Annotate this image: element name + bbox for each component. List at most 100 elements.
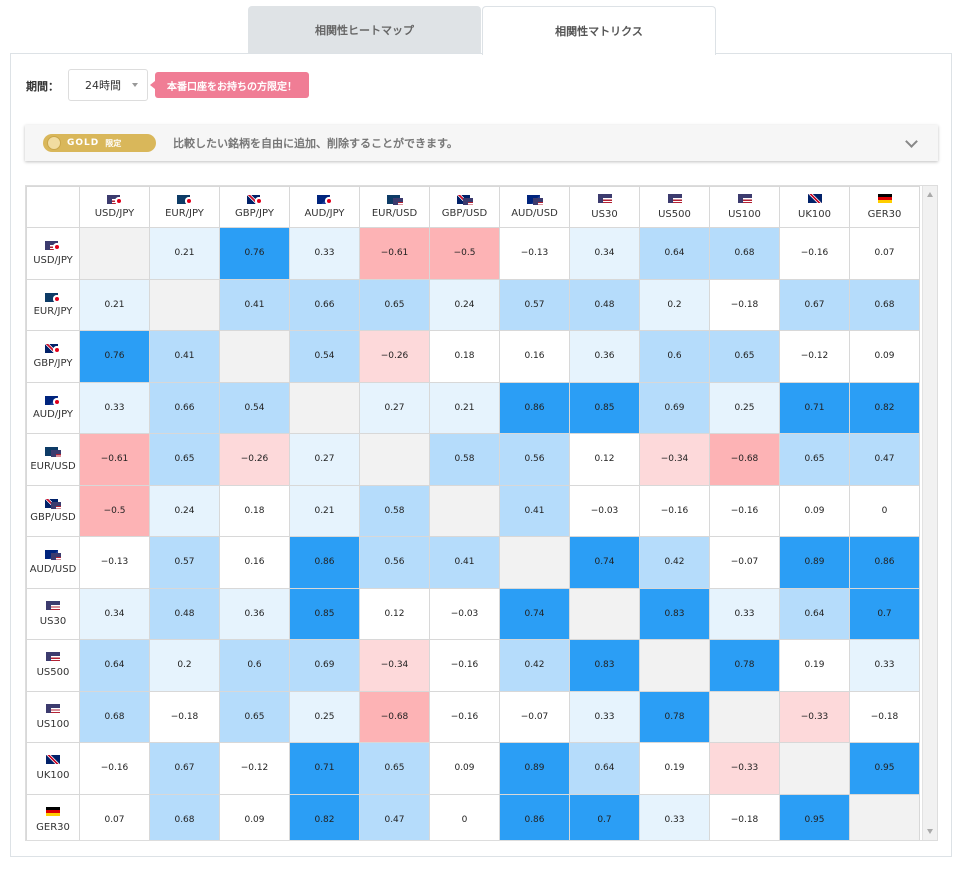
chevron-down-icon[interactable] xyxy=(905,135,918,148)
correlation-cell: 0.65 xyxy=(149,433,220,486)
row-flag-1 xyxy=(45,292,61,303)
correlation-cell: 0.41 xyxy=(499,484,570,537)
row-header: AUD/JPY xyxy=(26,381,80,434)
row-header-label: USD/JPY xyxy=(33,254,73,266)
column-header-label: EUR/USD xyxy=(371,208,418,220)
period-select[interactable]: 24時間 xyxy=(68,69,148,101)
correlation-cell: 0.82 xyxy=(849,381,920,434)
correlation-cell: −0.16 xyxy=(709,484,780,537)
row-header-label: US100 xyxy=(36,718,70,730)
correlation-cell: 0.54 xyxy=(219,381,290,434)
correlation-cell: 0.56 xyxy=(499,433,570,486)
column-header: GBP/JPY xyxy=(219,186,290,228)
column-flag-10 xyxy=(807,194,822,206)
correlation-cell: 0.78 xyxy=(709,639,780,692)
scroll-down-icon[interactable] xyxy=(927,829,933,834)
table-row: EUR/USD −0.61 0.65 −0.26 0.27 0.58 0.56 0.12 −0.… xyxy=(26,433,920,486)
correlation-cell: 0.71 xyxy=(779,381,850,434)
gold-feature-bar[interactable]: GOLD 限定 比較したい銘柄を自由に追加、削除することができます。 xyxy=(25,125,938,161)
correlation-cell: 0.42 xyxy=(499,639,570,692)
diagonal-cell xyxy=(569,587,640,640)
correlation-cell: 0.33 xyxy=(639,793,710,840)
correlation-cell: 0.24 xyxy=(429,278,500,331)
correlation-cell: −0.12 xyxy=(219,742,290,795)
correlation-cell: 0.66 xyxy=(289,278,360,331)
tab-heatmap[interactable]: 相関性ヒートマップ xyxy=(248,6,481,54)
correlation-cell: 0.41 xyxy=(429,536,500,589)
table-row: USD/JPY 0.21 0.76 0.33 −0.61 −0.5 −0.13 0.34 0.6… xyxy=(26,227,920,280)
correlation-cell: 0.68 xyxy=(149,793,220,840)
row-header: EUR/USD xyxy=(26,433,80,486)
correlation-cell: −0.12 xyxy=(779,330,850,383)
column-header: GER30 xyxy=(849,186,920,228)
column-header: AUD/JPY xyxy=(289,186,360,228)
diagonal-cell xyxy=(849,793,920,840)
column-header: US100 xyxy=(709,186,780,228)
correlation-cell: 0.68 xyxy=(849,278,920,331)
row-header: AUD/USD xyxy=(26,536,80,589)
correlation-cell: −0.16 xyxy=(429,639,500,692)
row-flag-5 xyxy=(45,498,61,509)
correlation-cell: 0.34 xyxy=(79,587,150,640)
column-flag-2 xyxy=(246,194,263,205)
correlation-cell: 0.78 xyxy=(639,690,710,743)
correlation-cell: 0.21 xyxy=(289,484,360,537)
correlation-cell: 0.12 xyxy=(569,433,640,486)
period-selected-value: 24時間 xyxy=(85,79,121,92)
column-header-label: AUD/JPY xyxy=(304,208,345,220)
diagonal-cell xyxy=(219,330,290,383)
correlation-cell: 0.48 xyxy=(149,587,220,640)
diagonal-cell xyxy=(79,227,150,280)
correlation-cell: 0.58 xyxy=(359,484,430,537)
correlation-cell: 0.86 xyxy=(849,536,920,589)
vertical-scrollbar[interactable] xyxy=(922,186,937,840)
row-header-label: GBP/JPY xyxy=(33,357,73,369)
correlation-cell: 0.6 xyxy=(639,330,710,383)
correlation-cell: 0.58 xyxy=(429,433,500,486)
diagonal-cell xyxy=(429,484,500,537)
row-flag-11 xyxy=(46,806,60,819)
correlation-cell: 0.33 xyxy=(569,690,640,743)
correlation-cell: 0.57 xyxy=(149,536,220,589)
correlation-cell: 0.24 xyxy=(149,484,220,537)
correlation-cell: 0.41 xyxy=(149,330,220,383)
correlation-cell: −0.18 xyxy=(709,793,780,840)
correlation-cell: −0.16 xyxy=(79,742,150,795)
correlation-cell: 0.18 xyxy=(429,330,500,383)
correlation-cell: 0.74 xyxy=(499,587,570,640)
correlation-cell: 0.41 xyxy=(219,278,290,331)
correlation-cell: 0 xyxy=(849,484,920,537)
correlation-cell: 0.12 xyxy=(359,587,430,640)
correlation-cell: −0.07 xyxy=(499,690,570,743)
row-header: GER30 xyxy=(26,793,80,840)
correlation-cell: 0.47 xyxy=(359,793,430,840)
correlation-cell: 0.07 xyxy=(79,793,150,840)
correlation-cell: 0.69 xyxy=(639,381,710,434)
row-header: UK100 xyxy=(26,742,80,795)
scroll-up-icon[interactable] xyxy=(927,192,933,197)
column-header-label: AUD/USD xyxy=(511,208,558,220)
table-row: GBP/JPY 0.76 0.41 0.54 −0.26 0.18 0.16 0.36 0.6 0… xyxy=(26,330,920,383)
correlation-cell: −0.33 xyxy=(779,690,850,743)
correlation-cell: 0.95 xyxy=(849,742,920,795)
row-header-label: AUD/JPY xyxy=(32,409,74,420)
chevron-down-icon xyxy=(132,83,138,87)
tab-bar: 相関性ヒートマップ 相関性マトリクス xyxy=(248,6,716,55)
row-header-label: EUR/JPY xyxy=(33,306,73,317)
tab-matrix[interactable]: 相関性マトリクス xyxy=(482,6,716,55)
correlation-cell: 0.7 xyxy=(849,587,920,640)
correlation-cell: 0.16 xyxy=(499,330,570,383)
column-flag-4 xyxy=(386,194,403,205)
row-flag-9 xyxy=(46,703,60,716)
correlation-cell: 0.85 xyxy=(569,381,640,434)
column-header: GBP/USD xyxy=(429,186,500,228)
correlation-cell: 0.21 xyxy=(149,227,220,280)
correlation-cell: 0.64 xyxy=(779,587,850,640)
correlation-cell: 0.18 xyxy=(219,484,290,537)
column-header-label: EUR/JPY xyxy=(165,208,204,220)
correlation-cell: 0.67 xyxy=(779,278,850,331)
correlation-matrix: USD/JPY EUR/JPY GBP/JPY AUD/JPY EUR/USD GBP/U… xyxy=(25,185,938,841)
correlation-cell: 0.86 xyxy=(289,536,360,589)
correlation-cell: 0.16 xyxy=(219,536,290,589)
correlation-cell: −0.26 xyxy=(219,433,290,486)
